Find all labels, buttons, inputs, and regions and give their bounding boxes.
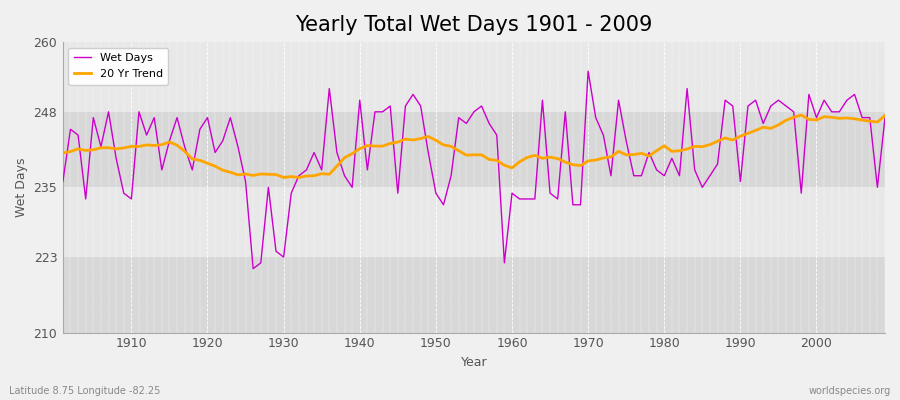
Y-axis label: Wet Days: Wet Days bbox=[15, 158, 28, 217]
Bar bbox=[63, 257, 885, 332]
Text: Latitude 8.75 Longitude -82.25: Latitude 8.75 Longitude -82.25 bbox=[9, 386, 160, 396]
20 Yr Trend bbox=[339, 155, 350, 160]
20 Yr Trend bbox=[286, 174, 297, 179]
Title: Yearly Total Wet Days 1901 - 2009: Yearly Total Wet Days 1901 - 2009 bbox=[295, 15, 652, 35]
20 Yr Trend bbox=[293, 175, 304, 180]
Bar bbox=[63, 187, 885, 257]
Bar bbox=[63, 112, 885, 187]
20 Yr Trend bbox=[58, 151, 68, 156]
X-axis label: Year: Year bbox=[461, 356, 487, 369]
Wet Days bbox=[507, 191, 517, 196]
Wet Days bbox=[879, 115, 890, 120]
20 Yr Trend bbox=[606, 154, 616, 159]
Bar bbox=[63, 42, 885, 112]
20 Yr Trend bbox=[514, 159, 525, 164]
20 Yr Trend bbox=[507, 166, 517, 170]
Wet Days bbox=[514, 196, 525, 201]
20 Yr Trend bbox=[879, 113, 890, 118]
Wet Days bbox=[248, 266, 258, 271]
Line: 20 Yr Trend: 20 Yr Trend bbox=[63, 115, 885, 178]
Wet Days bbox=[119, 191, 130, 196]
Wet Days bbox=[293, 173, 304, 178]
Wet Days bbox=[582, 69, 593, 74]
Text: worldspecies.org: worldspecies.org bbox=[809, 386, 891, 396]
Wet Days bbox=[58, 179, 68, 184]
Wet Days bbox=[613, 98, 624, 103]
20 Yr Trend bbox=[796, 113, 806, 118]
Legend: Wet Days, 20 Yr Trend: Wet Days, 20 Yr Trend bbox=[68, 48, 168, 84]
Wet Days bbox=[339, 173, 350, 178]
Line: Wet Days: Wet Days bbox=[63, 71, 885, 269]
20 Yr Trend bbox=[119, 146, 130, 150]
